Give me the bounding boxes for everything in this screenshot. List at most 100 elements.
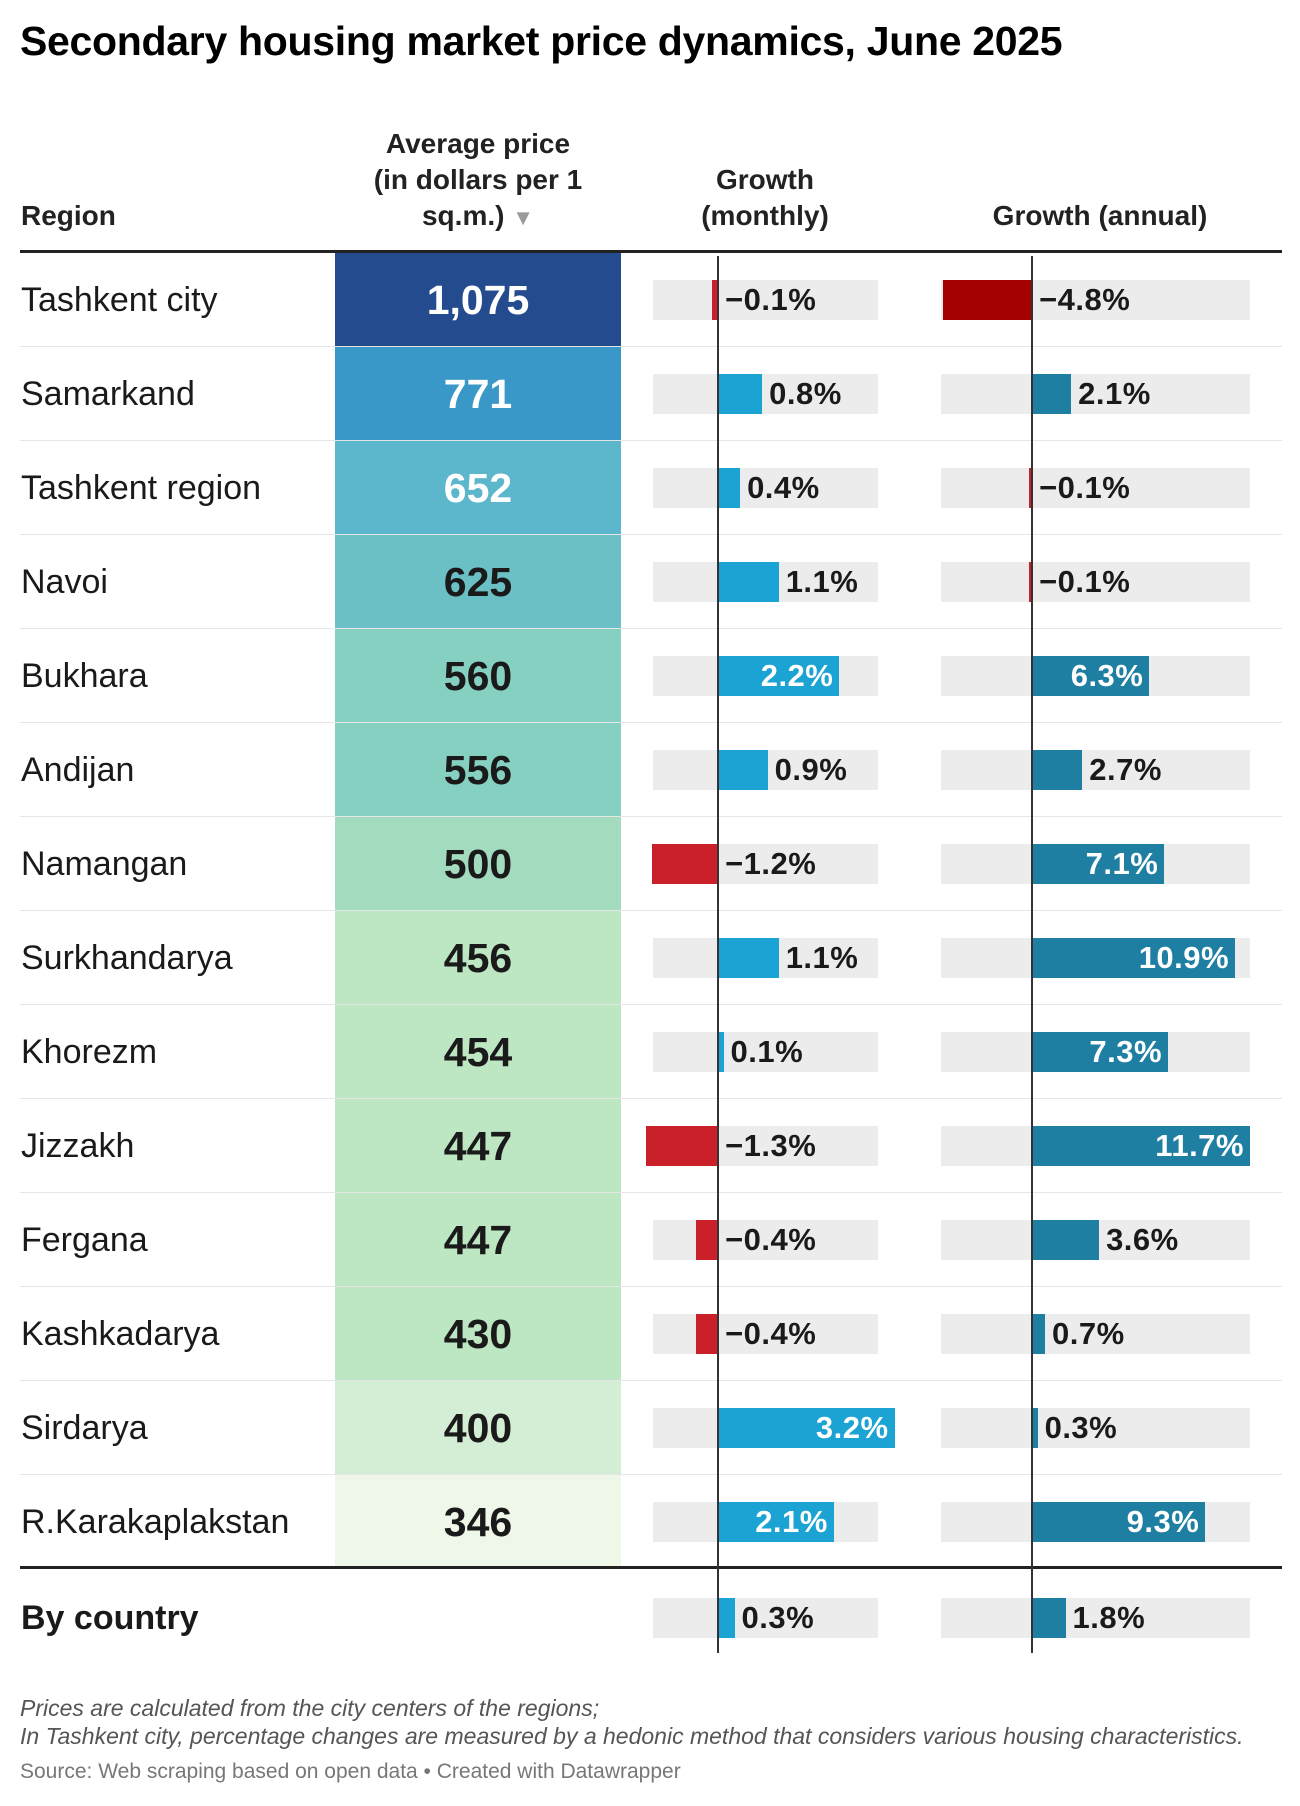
row-divider bbox=[20, 722, 1282, 723]
annual-growth-label: 0.3% bbox=[1044, 1410, 1118, 1445]
price-cell: 456 bbox=[335, 911, 621, 1005]
monthly-growth-label: 0.9% bbox=[774, 752, 848, 787]
price-cell: 430 bbox=[335, 1287, 621, 1381]
price-cell: 454 bbox=[335, 1005, 621, 1099]
monthly-growth-label: 1.1% bbox=[785, 940, 859, 975]
region-name: R.Karakaplakstan bbox=[21, 1503, 290, 1541]
monthly-growth-bar bbox=[718, 374, 763, 414]
total-monthly-growth-track bbox=[653, 1598, 878, 1638]
price-cell: 447 bbox=[335, 1193, 621, 1287]
header-growth-monthly: Growth (monthly) bbox=[655, 162, 875, 234]
annual-growth-label: −0.1% bbox=[1039, 564, 1131, 599]
annual-growth-bar bbox=[1032, 1314, 1046, 1354]
header-price-line1: Average price bbox=[385, 128, 571, 159]
region-name: Andijan bbox=[21, 751, 135, 789]
region-name: Tashkent city bbox=[21, 281, 218, 319]
monthly-growth-label: 2.2% bbox=[760, 658, 834, 693]
annual-growth-bar bbox=[1032, 374, 1072, 414]
annual-growth-bar bbox=[1029, 562, 1032, 602]
row-divider bbox=[20, 1474, 1282, 1475]
monthly-growth-bar bbox=[718, 1408, 895, 1448]
region-name: Khorezm bbox=[21, 1033, 158, 1071]
monthly-growth-track bbox=[653, 468, 878, 508]
monthly-growth-bar bbox=[718, 656, 840, 696]
annual-growth-track bbox=[941, 374, 1250, 414]
monthly-growth-label: −0.4% bbox=[725, 1222, 817, 1257]
price-cell: 652 bbox=[335, 441, 621, 535]
total-rule bbox=[20, 1566, 1282, 1569]
monthly-growth-bar bbox=[712, 280, 718, 320]
row-divider bbox=[20, 1004, 1282, 1005]
header-monthly-line2: (monthly) bbox=[701, 200, 829, 231]
annual-growth-bar bbox=[1032, 938, 1236, 978]
monthly-growth-label: −1.2% bbox=[725, 846, 817, 881]
monthly-growth-label: −0.4% bbox=[725, 1316, 817, 1351]
annual-growth-bar bbox=[1032, 1502, 1206, 1542]
annual-growth-bar bbox=[1029, 468, 1032, 508]
annual-growth-label: 0.7% bbox=[1052, 1316, 1125, 1351]
monthly-growth-track bbox=[653, 1314, 878, 1354]
row-divider bbox=[20, 1380, 1282, 1381]
annual-growth-bar bbox=[1032, 1126, 1250, 1166]
annual-growth-bar bbox=[1032, 1408, 1038, 1448]
region-name: Navoi bbox=[21, 563, 108, 601]
monthly-growth-label: 0.4% bbox=[747, 470, 820, 505]
annual-growth-bar bbox=[1032, 1220, 1100, 1260]
row-divider bbox=[20, 1192, 1282, 1193]
monthly-growth-bar bbox=[718, 468, 741, 508]
total-annual-growth-bar bbox=[1032, 1598, 1066, 1638]
header-price-line3: sq.m.) bbox=[421, 200, 505, 231]
monthly-growth-track bbox=[653, 1032, 878, 1072]
header-average-price[interactable]: Average price (in dollars per 1 sq.m.) ▼ bbox=[335, 126, 621, 236]
total-monthly-growth-bar bbox=[718, 1598, 735, 1638]
region-name: Samarkand bbox=[21, 375, 195, 413]
monthly-growth-bar bbox=[651, 844, 718, 884]
annual-growth-track bbox=[941, 750, 1250, 790]
annual-growth-label: −0.1% bbox=[1039, 470, 1131, 505]
annual-growth-label: 6.3% bbox=[1070, 658, 1144, 693]
monthly-growth-label: −1.3% bbox=[725, 1128, 817, 1163]
region-name: Surkhandarya bbox=[21, 939, 233, 977]
monthly-growth-label: 3.2% bbox=[815, 1410, 889, 1445]
annual-growth-bar bbox=[1032, 750, 1083, 790]
price-cell: 500 bbox=[335, 817, 621, 911]
annual-growth-track bbox=[941, 1314, 1250, 1354]
row-divider bbox=[20, 1098, 1282, 1099]
region-name: Sirdarya bbox=[21, 1409, 148, 1447]
monthly-growth-bar bbox=[695, 1314, 718, 1354]
price-cell: 346 bbox=[335, 1475, 621, 1569]
region-name: Fergana bbox=[21, 1221, 148, 1259]
total-monthly-growth-label: 0.3% bbox=[741, 1600, 815, 1635]
row-divider bbox=[20, 910, 1282, 911]
monthly-growth-bar bbox=[718, 562, 779, 602]
monthly-growth-label: 0.8% bbox=[769, 376, 842, 411]
footnote-line1: Prices are calculated from the city cent… bbox=[20, 1695, 600, 1721]
monthly-growth-track bbox=[653, 280, 878, 320]
header-price-line2: (in dollars per 1 bbox=[373, 164, 583, 195]
price-cell: 400 bbox=[335, 1381, 621, 1475]
annual-growth-label: −4.8% bbox=[1039, 282, 1131, 317]
region-name: Tashkent region bbox=[21, 469, 262, 507]
row-divider bbox=[20, 816, 1282, 817]
chart-title: Secondary housing market price dynamics,… bbox=[20, 18, 1063, 64]
annual-growth-label: 2.1% bbox=[1078, 376, 1151, 411]
monthly-growth-bar bbox=[718, 750, 768, 790]
header-rule bbox=[20, 250, 1282, 253]
price-cell: 556 bbox=[335, 723, 621, 817]
total-region-name: By country bbox=[21, 1599, 199, 1637]
source-line: Source: Web scraping based on open data … bbox=[20, 1760, 681, 1783]
price-cell: 560 bbox=[335, 629, 621, 723]
region-name: Kashkadarya bbox=[21, 1315, 220, 1353]
row-divider bbox=[20, 1286, 1282, 1287]
annual-growth-label: 7.3% bbox=[1089, 1034, 1163, 1069]
header-monthly-line1: Growth bbox=[716, 164, 814, 195]
annual-growth-track bbox=[941, 468, 1250, 508]
annual-growth-label: 7.1% bbox=[1085, 846, 1159, 881]
region-name: Namangan bbox=[21, 845, 188, 883]
sort-descending-icon[interactable]: ▼ bbox=[512, 205, 535, 230]
header-region: Region bbox=[21, 200, 116, 231]
annual-growth-track bbox=[941, 1408, 1250, 1448]
header-growth-annual: Growth (annual) bbox=[992, 200, 1208, 231]
region-name: Jizzakh bbox=[21, 1127, 135, 1165]
